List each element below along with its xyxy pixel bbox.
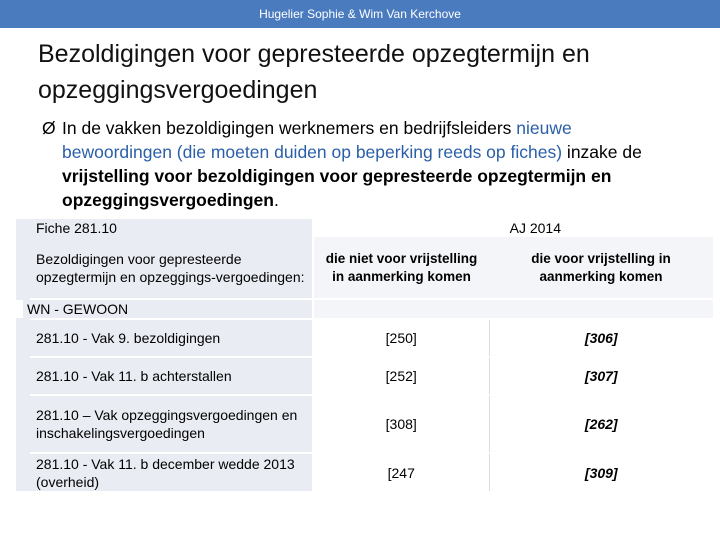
row-value-exempt: [307]: [488, 356, 713, 395]
col2-header: die niet voor vrijstelling in aanmerking…: [325, 250, 478, 284]
row-value-not-exempt: [247: [312, 452, 489, 491]
row-label: 281.10 - Vak 11. b achterstallen: [36, 368, 232, 384]
row-label: 281.10 - Vak 9. bezoldigingen: [36, 330, 221, 346]
bullet-text: In de vakken bezoldigingen werknemers en…: [62, 116, 682, 212]
bullet-text-end: .: [273, 190, 279, 210]
table-row: 281.10 - Vak 11. b december wedde 2013 (…: [16, 452, 713, 491]
codes-table: Fiche 281.10 AJ 2014 Bezoldigingen voor …: [16, 219, 713, 491]
row-value-not-exempt: [250]: [312, 318, 489, 357]
section-cell: WN - GEWOON: [23, 298, 314, 319]
col2-header-cell: die niet voor vrijstelling in aanmerking…: [313, 237, 489, 299]
bullet-text-bold: vrijstelling voor bezoldigingen voor gep…: [62, 166, 612, 210]
table-row: 281.10 – Vak opzeggingsvergoedingen en i…: [16, 394, 713, 453]
header-authors: Hugelier Sophie & Wim Van Kerchove: [259, 7, 461, 21]
row-value-exempt: [262]: [488, 394, 713, 453]
bullet-text-part3: inzake de: [562, 142, 642, 162]
fiche-desc: Bezoldigingen voor gepresteerde opzegter…: [36, 250, 305, 285]
fiche-desc-cell: Bezoldigingen voor gepresteerde opzegter…: [16, 237, 314, 299]
section-spacer-3: [489, 298, 713, 319]
row-label-cell: 281.10 - Vak 9. bezoldigingen: [16, 318, 314, 357]
row-label: 281.10 - Vak 11. b december wedde 2013 (…: [36, 455, 295, 490]
aj-label: AJ 2014: [509, 220, 561, 236]
arrow-bullet-icon: Ø: [42, 118, 56, 138]
section-spacer-2: [313, 298, 489, 319]
row-label-cell: 281.10 - Vak 11. b december wedde 2013 (…: [16, 452, 314, 491]
presentation-header: Hugelier Sophie & Wim Van Kerchove: [0, 0, 720, 28]
aj-header: AJ 2014: [313, 219, 713, 237]
bullet-paragraph: Ø In de vakken bezoldigingen werknemers …: [42, 116, 682, 212]
fiche-cell: Fiche 281.10: [16, 219, 314, 237]
bullet-text-highlight: nieuwe bewoordingen (die moeten duiden o…: [62, 118, 572, 162]
row-label-cell: 281.10 – Vak opzeggingsvergoedingen en i…: [16, 394, 314, 453]
row-value-not-exempt: [308]: [312, 394, 489, 453]
row-label-cell: 281.10 - Vak 11. b achterstallen: [16, 356, 314, 395]
bullet-text-part1: In de vakken bezoldigingen werknemers en…: [62, 118, 517, 138]
section-label: WN - GEWOON: [27, 301, 129, 317]
slide-title: Bezoldigingen voor gepresteerde opzegter…: [38, 40, 590, 104]
col3-header-cell: die voor vrijstelling in aanmerking kome…: [489, 237, 713, 299]
table-row: 281.10 - Vak 9. bezoldigingen [250] [306…: [16, 318, 713, 357]
row-value-exempt: [309]: [488, 452, 713, 491]
fiche-label: Fiche 281.10: [36, 220, 117, 236]
row-value-exempt: [306]: [488, 318, 713, 357]
col3-header: die voor vrijstelling in aanmerking kome…: [531, 250, 671, 284]
table-row: 281.10 - Vak 11. b achterstallen [252] […: [16, 356, 713, 395]
row-value-not-exempt: [252]: [312, 356, 489, 395]
row-label: 281.10 – Vak opzeggingsvergoedingen en i…: [36, 407, 298, 441]
